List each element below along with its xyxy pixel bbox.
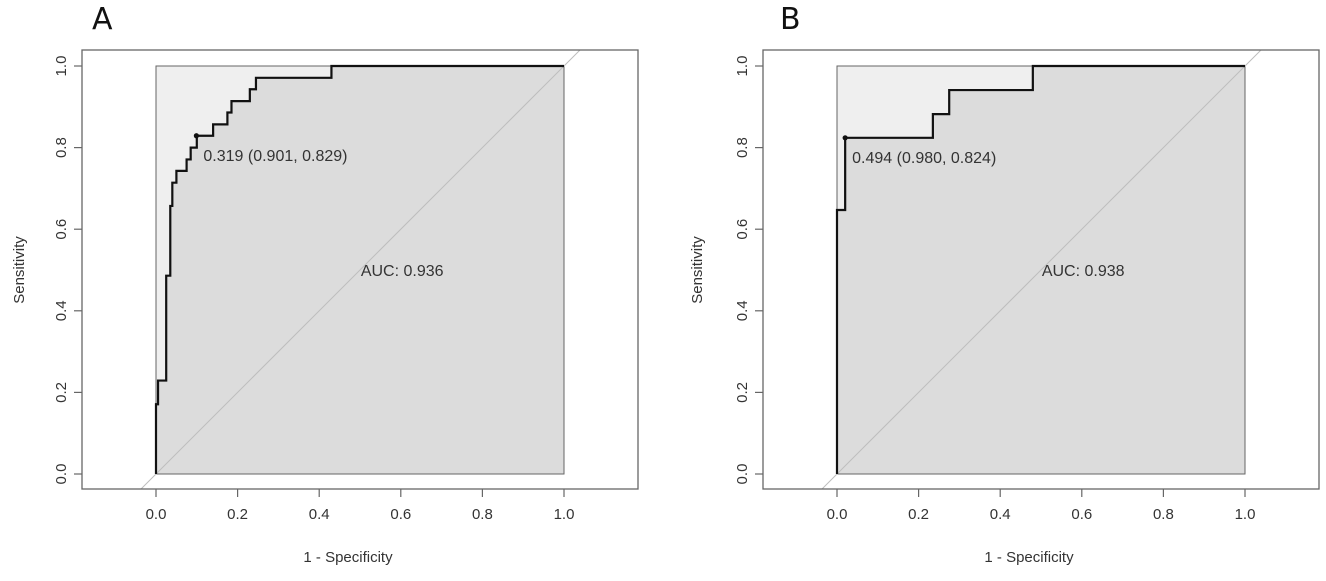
- x-tick-label: 1.0: [1235, 506, 1256, 523]
- x-tick-label: 0.6: [1071, 506, 1092, 523]
- panel-letter-a: A: [92, 2, 113, 37]
- x-tick-label: 0.8: [1153, 506, 1174, 523]
- roc-plot-a: 0.0 0.2 0.4 0.6 0.8 1.0 0.0 0.2 0.4 0.6 0.8 1.0 1 - …: [11, 49, 639, 566]
- y-tick-label: 0.6: [53, 219, 70, 240]
- y-axis-label: Sensitivity: [11, 236, 28, 304]
- x-tick-label: 0.8: [472, 506, 493, 523]
- x-tick-label: 0.2: [227, 506, 248, 523]
- threshold-annotation: 0.494 (0.980, 0.824): [852, 150, 996, 167]
- x-axis-label: 1 - Specificity: [984, 549, 1074, 566]
- x-tick-label: 0.4: [990, 506, 1011, 523]
- auc-label: AUC: 0.938: [1042, 263, 1125, 280]
- y-tick-label: 0.8: [53, 137, 70, 158]
- y-tick-label: 1.0: [734, 56, 751, 77]
- y-tick-label: 0.4: [734, 300, 751, 321]
- plot-frame: [762, 49, 1320, 490]
- diagonal-reference-line: [821, 50, 1262, 489]
- threshold-annotation: 0.319 (0.901, 0.829): [203, 148, 347, 165]
- roc-curve: [835, 64, 1245, 474]
- roc-plot-b: 0.0 0.2 0.4 0.6 0.8 1.0 0.0 0.2 0.4 0.6 0.8 1.0 1 - …: [689, 49, 1320, 566]
- y-tick-label: 0.2: [734, 382, 751, 403]
- y-tick-label: 0.8: [734, 137, 751, 158]
- y-tick-label: 0.2: [53, 382, 70, 403]
- x-tick-label: 0.2: [908, 506, 929, 523]
- y-tick-label: 0.0: [734, 464, 751, 485]
- x-axis-label: 1 - Specificity: [303, 549, 393, 566]
- y-axis-label: Sensitivity: [689, 236, 706, 304]
- auc-label: AUC: 0.936: [361, 263, 444, 280]
- panel-letter-b: B: [780, 2, 801, 37]
- x-tick-label: 0.0: [146, 506, 167, 523]
- y-tick-label: 0.0: [53, 464, 70, 485]
- x-tick-label: 0.6: [390, 506, 411, 523]
- x-tick-label: 0.4: [309, 506, 330, 523]
- roc-panel-b: 0.0 0.2 0.4 0.6 0.8 1.0 0.0 0.2 0.4 0.6 0.8 1.0 1 - …: [660, 0, 1326, 581]
- y-tick-label: 0.6: [734, 219, 751, 240]
- plot-frame: [81, 49, 639, 490]
- best-threshold-point: [193, 133, 199, 139]
- x-tick-label: 1.0: [554, 506, 575, 523]
- best-threshold-point: [842, 135, 848, 141]
- diagonal-reference-line: [140, 50, 581, 489]
- roc-panel-a: 0.0 0.2 0.4 0.6 0.8 1.0 0.0 0.2 0.4 0.6 0.8 1.0 1 - …: [0, 0, 660, 581]
- x-tick-label: 0.0: [827, 506, 848, 523]
- y-tick-label: 0.4: [53, 300, 70, 321]
- y-tick-label: 1.0: [53, 56, 70, 77]
- roc-curve: [154, 64, 564, 474]
